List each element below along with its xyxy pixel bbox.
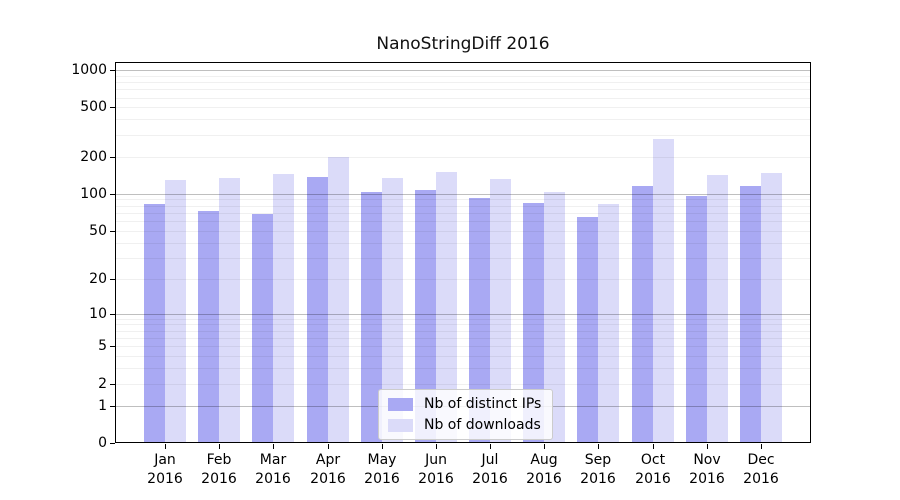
bar-ips-apr — [307, 177, 328, 443]
bar-ips-may — [361, 192, 382, 443]
y-tick-mark-200 — [110, 157, 115, 158]
legend-item-downloads: Nb of downloads — [388, 417, 541, 433]
bar-ips-nov — [686, 196, 707, 443]
y-tick-mark-1000 — [110, 70, 115, 71]
y-tick-label-0: 0 — [98, 435, 107, 451]
bar-ips-jan — [144, 204, 165, 443]
x-tick-mark-dec — [761, 444, 762, 449]
bar-downloads-jun — [436, 172, 457, 443]
bar-downloads-jan — [165, 180, 186, 443]
bar-ips-jul — [469, 198, 490, 443]
x-tick-label-dec: Dec 2016 — [743, 452, 779, 487]
y-tick-mark-100 — [110, 194, 115, 195]
legend-label-distinct-ips: Nb of distinct IPs — [424, 396, 542, 412]
y-tick-label-10: 10 — [89, 306, 107, 322]
x-tick-mark-jul — [490, 444, 491, 449]
bar-downloads-oct — [653, 139, 674, 443]
x-tick-label-aug: Aug 2016 — [526, 452, 562, 487]
bar-ips-mar — [252, 214, 273, 443]
x-tick-mark-may — [382, 444, 383, 449]
y-tick-mark-5 — [110, 346, 115, 347]
bar-downloads-may — [382, 178, 403, 443]
y-tick-mark-0 — [110, 443, 115, 444]
x-tick-mark-jan — [165, 444, 166, 449]
x-tick-label-jun: Jun 2016 — [418, 452, 454, 487]
x-tick-label-oct: Oct 2016 — [635, 452, 671, 487]
x-tick-mark-aug — [544, 444, 545, 449]
bar-downloads-aug — [544, 192, 565, 443]
bar-downloads-feb — [219, 178, 240, 443]
y-tick-mark-1 — [110, 406, 115, 407]
y-tick-label-200: 200 — [80, 149, 107, 165]
bar-ips-jun — [415, 190, 436, 443]
y-tick-label-1000: 1000 — [71, 62, 107, 78]
bars-layer — [115, 62, 811, 443]
x-tick-label-nov: Nov 2016 — [689, 452, 725, 487]
y-tick-mark-500 — [110, 107, 115, 108]
chart-title: NanoStringDiff 2016 — [376, 34, 550, 54]
x-tick-label-sep: Sep 2016 — [580, 452, 616, 487]
bar-ips-feb — [198, 211, 219, 443]
x-tick-mark-jun — [436, 444, 437, 449]
x-tick-label-mar: Mar 2016 — [255, 452, 291, 487]
bar-downloads-sep — [598, 204, 619, 443]
bar-downloads-jul — [490, 179, 511, 443]
legend-swatch-distinct-ips — [388, 397, 413, 411]
x-tick-label-feb: Feb 2016 — [201, 452, 237, 487]
y-tick-mark-2 — [110, 384, 115, 385]
y-tick-label-50: 50 — [89, 223, 107, 239]
bar-downloads-nov — [707, 175, 728, 443]
bar-ips-oct — [632, 186, 653, 443]
x-tick-mark-nov — [707, 444, 708, 449]
legend: Nb of distinct IPs Nb of downloads — [378, 389, 554, 440]
bar-downloads-dec — [761, 173, 782, 443]
bar-ips-aug — [523, 203, 544, 443]
y-tick-label-100: 100 — [80, 186, 107, 202]
y-tick-mark-20 — [110, 279, 115, 280]
x-tick-mark-feb — [219, 444, 220, 449]
plot-area: Nb of distinct IPs Nb of downloads — [115, 62, 811, 443]
bar-downloads-apr — [328, 157, 349, 443]
y-tick-label-1: 1 — [98, 398, 107, 414]
x-tick-label-may: May 2016 — [364, 452, 400, 487]
x-tick-label-apr: Apr 2016 — [310, 452, 346, 487]
bar-downloads-mar — [273, 174, 294, 443]
y-tick-mark-10 — [110, 314, 115, 315]
x-tick-mark-mar — [273, 444, 274, 449]
legend-label-downloads: Nb of downloads — [424, 417, 541, 433]
y-tick-label-20: 20 — [89, 271, 107, 287]
y-tick-mark-50 — [110, 231, 115, 232]
legend-item-distinct-ips: Nb of distinct IPs — [388, 396, 541, 412]
bar-ips-dec — [740, 186, 761, 443]
x-tick-label-jan: Jan 2016 — [147, 452, 183, 487]
y-tick-label-5: 5 — [98, 338, 107, 354]
x-tick-mark-oct — [653, 444, 654, 449]
legend-swatch-downloads — [388, 418, 413, 432]
y-tick-label-2: 2 — [98, 376, 107, 392]
x-tick-mark-sep — [598, 444, 599, 449]
x-tick-label-jul: Jul 2016 — [472, 452, 508, 487]
x-tick-mark-apr — [328, 444, 329, 449]
bar-ips-sep — [577, 217, 598, 443]
y-tick-label-500: 500 — [80, 99, 107, 115]
